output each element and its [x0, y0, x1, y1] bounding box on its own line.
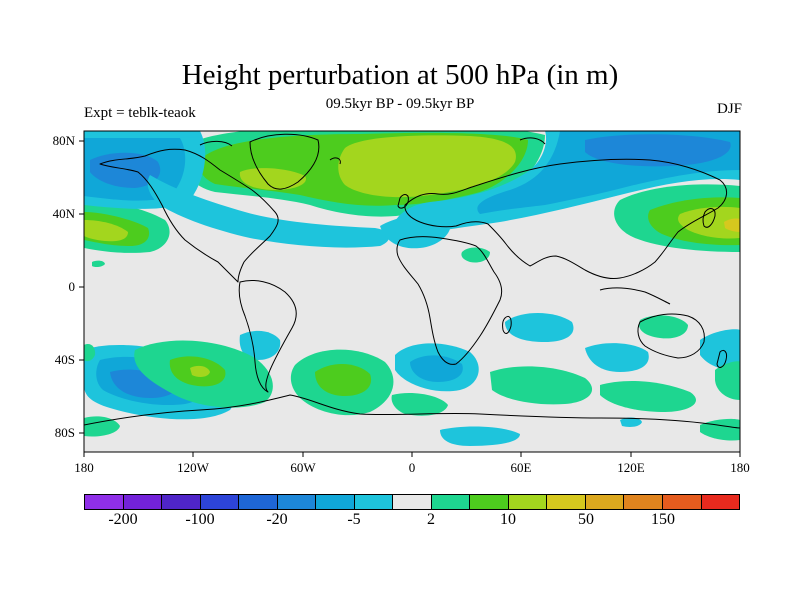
contour-positive-south-central	[490, 366, 593, 405]
x-tick-label: 120E	[617, 460, 645, 475]
contour-positive-central-pacific-small	[92, 260, 105, 268]
colorbar-label: 50	[578, 511, 594, 528]
y-tick-label: 40N	[52, 206, 75, 221]
contour-positive-east-far	[715, 361, 740, 400]
coastline-north-america	[99, 148, 279, 283]
contour-positive-south-pacific-core	[190, 365, 210, 377]
x-tick-label: 60W	[290, 460, 316, 475]
y-tick-label: 80S	[54, 425, 75, 440]
colorbar-swatch	[162, 495, 201, 509]
contour-positive-north-africa	[461, 247, 490, 263]
colorbar-swatch	[123, 495, 163, 509]
x-tick-label: 120W	[177, 460, 209, 475]
colorbar-swatch	[316, 495, 355, 509]
x-tick-label: 180	[730, 460, 750, 475]
contour-positive-indian-east	[391, 393, 448, 416]
contour-positive-tasman-north	[639, 315, 688, 339]
contour-negative-north-america	[147, 175, 390, 248]
contour-negative-south-america	[239, 330, 281, 360]
colorbar-swatch	[470, 495, 509, 509]
colorbar-label: 150	[651, 511, 675, 528]
chart-subtitle: 09.5kyr BP - 09.5kyr BP	[325, 96, 475, 112]
axis-ticks	[79, 140, 741, 457]
contour-negative-mid-atlantic	[380, 214, 451, 249]
colorbar-swatch	[200, 495, 240, 509]
colorbar-swatch	[85, 495, 124, 509]
contour-negative-siberia-core	[585, 134, 731, 167]
colorbar-label: -200	[108, 511, 138, 528]
colorbar-swatch	[508, 495, 548, 509]
colorbar-swatch	[354, 495, 394, 509]
coastlines	[84, 133, 740, 429]
colorbar-label: -5	[347, 511, 361, 528]
chart-title: Height perturbation at 500 hPa (in m)	[181, 59, 619, 91]
contour-negative-south-atlantic-inner	[410, 355, 463, 382]
coastline-britain	[397, 194, 409, 209]
contour-positive-greenland-core	[239, 168, 306, 190]
contour-positive-central-pacific-core	[84, 220, 128, 242]
contour-positive-arctic-core	[338, 135, 516, 198]
contour-negative-antarctic-east	[620, 417, 642, 427]
contour-positive-south-atlantic-inner	[315, 363, 372, 396]
contour-negative-indian-ocean	[505, 313, 574, 342]
colorbar-swatch	[585, 495, 625, 509]
contour-positive-indian-south	[600, 380, 696, 412]
coastline-new-zealand	[716, 349, 727, 368]
colorbar-swatch	[662, 495, 702, 509]
colorbar-swatch	[624, 495, 663, 509]
contour-negative-antarctic	[440, 426, 520, 446]
contour-negative-indian-ocean-south	[585, 343, 649, 372]
contour-positive-north-pacific-max	[724, 218, 740, 232]
colorbar-label: 10	[500, 511, 516, 528]
contour-positive-north-pacific-core	[678, 206, 740, 239]
coastline-arctic-islands	[199, 137, 546, 165]
coastline-australia	[637, 313, 705, 359]
colorbar-swatch	[393, 495, 432, 509]
coastline-indonesia	[599, 287, 671, 305]
contour-positive-west-edge	[84, 344, 96, 362]
colorbar-swatch	[431, 495, 471, 509]
colorbar-swatch	[239, 495, 278, 509]
coastline-greenland	[249, 133, 320, 190]
coastline-eurasia	[404, 158, 727, 279]
colorbar	[84, 494, 740, 510]
experiment-label: Expt = teblk-teaok	[84, 105, 196, 121]
coastline-antarctica	[84, 394, 740, 429]
coastline-madagascar	[502, 315, 512, 334]
season-label: DJF	[716, 101, 742, 117]
contour-positive-antarctic-west	[84, 416, 120, 437]
x-tick-label: 60E	[510, 460, 532, 475]
colorbar-label: 2	[427, 511, 435, 528]
coastline-japan	[702, 208, 716, 228]
colorbar-swatch	[701, 495, 740, 509]
x-tick-label: 0	[408, 460, 416, 475]
colorbar-swatch	[277, 495, 317, 509]
x-tick-label: 180	[74, 460, 94, 475]
colorbar-swatch	[547, 495, 586, 509]
colorbar-label: -20	[266, 511, 288, 528]
colorbar-label: -100	[185, 511, 215, 528]
y-tick-label: 0	[68, 279, 76, 294]
y-tick-label: 40S	[54, 352, 75, 367]
contour-negative-tasman	[700, 329, 740, 371]
coastline-south-america	[238, 279, 297, 393]
coastline-africa	[396, 236, 503, 365]
y-tick-label: 80N	[52, 133, 75, 148]
